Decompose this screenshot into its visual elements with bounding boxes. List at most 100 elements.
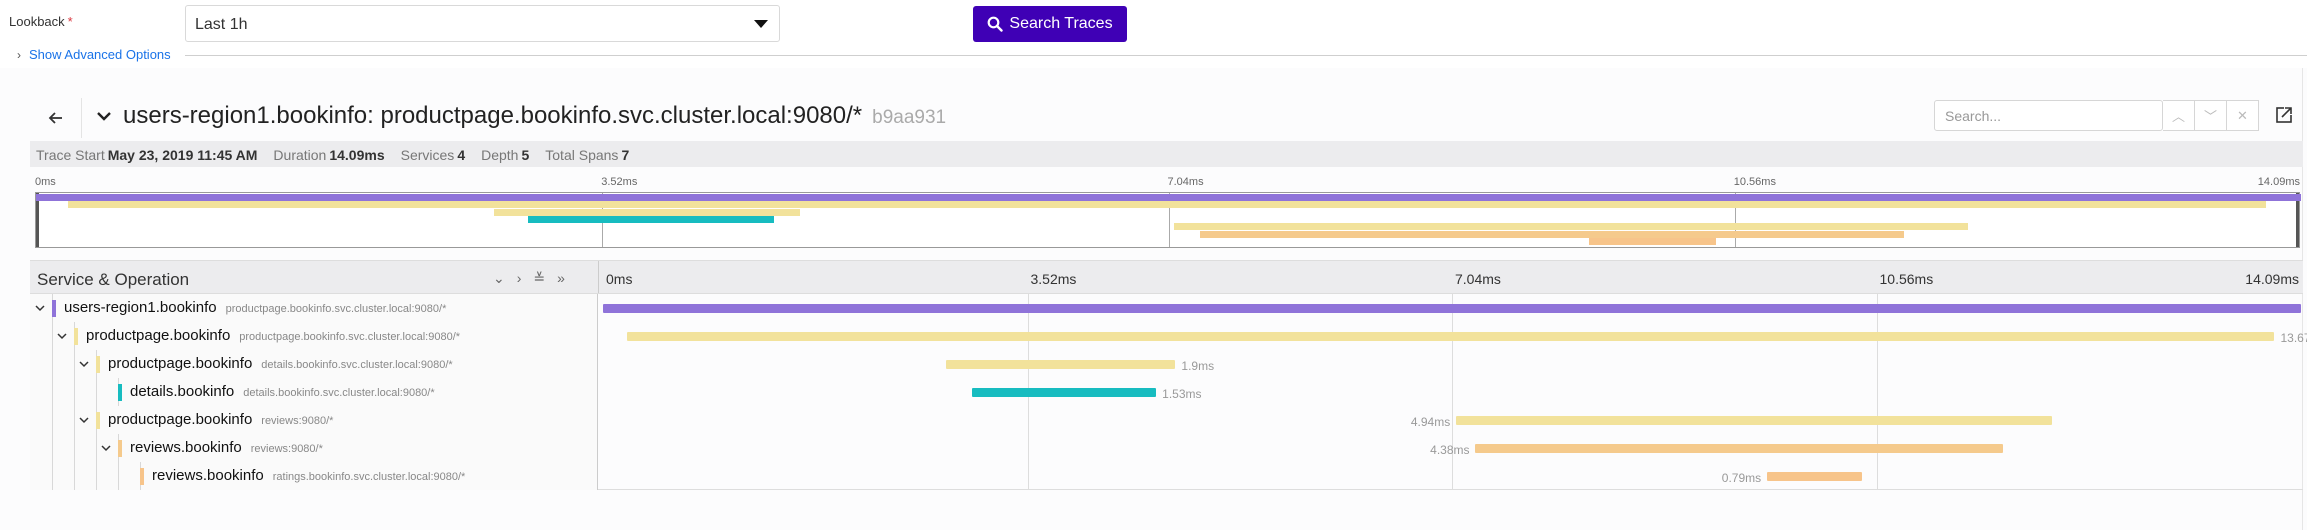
span-row[interactable]: productpage.bookinfo details.bookinfo.svc… bbox=[30, 350, 2303, 378]
required-mark: * bbox=[67, 14, 73, 29]
minimap-handle-left[interactable] bbox=[36, 193, 39, 247]
advanced-options-label: Show Advanced Options bbox=[29, 47, 171, 62]
span-duration-bar[interactable] bbox=[627, 332, 2275, 341]
chevron-down-icon[interactable]: ﹀ bbox=[2195, 100, 2227, 131]
service-operation-header: Service & Operation bbox=[37, 270, 190, 289]
service-label: details.bookinfo bbox=[130, 383, 235, 400]
column-resizer[interactable] bbox=[598, 261, 599, 293]
minimap-span-bar bbox=[1199, 230, 1904, 238]
span-name-cell[interactable]: details.bookinfo details.bookinfo.svc.clu… bbox=[30, 378, 598, 406]
minimap-tick-label: 0ms bbox=[35, 176, 56, 188]
span-rows: users-region1.bookinfo productpage.bookin… bbox=[30, 294, 2307, 490]
close-icon[interactable]: ✕ bbox=[2227, 100, 2259, 131]
trace-meta-bar: Trace Start May 23, 2019 11:45 AM Duratio… bbox=[30, 141, 2303, 167]
service-label: reviews.bookinfo bbox=[152, 467, 264, 484]
span-service-name[interactable]: details.bookinfo details.bookinfo.svc.clu… bbox=[130, 383, 435, 400]
span-row[interactable]: reviews.bookinfo reviews:9080/* 4.38ms bbox=[30, 434, 2303, 462]
collapse-all-icon[interactable]: ≚ bbox=[533, 270, 546, 286]
span-service-name[interactable]: users-region1.bookinfo productpage.bookin… bbox=[64, 299, 446, 316]
span-row[interactable]: users-region1.bookinfo productpage.bookin… bbox=[30, 294, 2303, 322]
lookback-label: Lookback * bbox=[9, 14, 73, 29]
span-name-cell[interactable]: reviews.bookinfo reviews:9080/* bbox=[30, 434, 598, 462]
minimap-span-bar bbox=[494, 208, 800, 216]
span-row[interactable]: productpage.bookinfo productpage.bookinfo… bbox=[30, 322, 2307, 350]
minimap-span-bar bbox=[36, 194, 2301, 201]
chevron-down-icon[interactable] bbox=[56, 330, 68, 342]
indent-guide bbox=[74, 462, 75, 490]
indent-guide bbox=[96, 434, 97, 462]
span-name-cell[interactable]: productpage.bookinfo details.bookinfo.svc… bbox=[30, 350, 598, 378]
span-duration-label: 13.67ms bbox=[2280, 331, 2307, 345]
service-color-marker bbox=[118, 384, 122, 401]
trace-title-row: users-region1.bookinfo: productpage.book… bbox=[95, 102, 946, 130]
indent-guide bbox=[74, 434, 75, 462]
minimap-span-bar bbox=[1588, 238, 1716, 246]
minimap-handle-right[interactable] bbox=[2296, 193, 2299, 247]
show-advanced-options-link[interactable]: › Show Advanced Options bbox=[17, 47, 171, 62]
panel-border bbox=[2302, 68, 2303, 530]
chevron-down-icon[interactable] bbox=[100, 442, 112, 454]
chevron-down-icon[interactable] bbox=[34, 302, 46, 314]
indent-guide bbox=[74, 406, 75, 434]
expand-all-icon[interactable]: » bbox=[557, 270, 565, 286]
span-service-name[interactable]: reviews.bookinfo reviews:9080/* bbox=[130, 439, 323, 456]
trace-depth: Depth 5 bbox=[481, 147, 530, 163]
service-color-marker bbox=[118, 440, 122, 457]
indent-guide bbox=[52, 378, 53, 406]
timeline-tick-label: 0ms bbox=[606, 271, 633, 287]
span-duration-bar[interactable] bbox=[1767, 472, 1863, 481]
trace-duration: Duration 14.09ms bbox=[273, 147, 385, 163]
span-duration-bar[interactable] bbox=[1475, 444, 2004, 453]
chevron-down-icon[interactable] bbox=[78, 358, 90, 370]
chevron-up-icon[interactable]: ︿ bbox=[2163, 100, 2195, 131]
minimap-canvas[interactable] bbox=[35, 192, 2301, 248]
span-service-name[interactable]: reviews.bookinfo ratings.bookinfo.svc.clu… bbox=[152, 467, 465, 484]
span-service-name[interactable]: productpage.bookinfo details.bookinfo.svc… bbox=[108, 355, 453, 372]
minimap-tick-label: 7.04ms bbox=[1167, 176, 1204, 188]
service-color-marker bbox=[140, 468, 144, 485]
trace-search-input[interactable]: Search... bbox=[1934, 100, 2163, 131]
timeline-tick-label: 7.04ms bbox=[1455, 271, 1501, 287]
span-row[interactable]: reviews.bookinfo ratings.bookinfo.svc.clu… bbox=[30, 462, 2303, 490]
operation-label: details.bookinfo.svc.cluster.local:9080/… bbox=[243, 387, 435, 399]
span-duration-bar[interactable] bbox=[946, 360, 1176, 369]
indent-guide bbox=[96, 462, 97, 490]
chevron-down-icon[interactable] bbox=[78, 414, 90, 426]
service-label: productpage.bookinfo bbox=[86, 327, 231, 344]
indent-guide bbox=[52, 462, 53, 490]
chevron-down-icon[interactable] bbox=[95, 107, 113, 125]
span-name-cell[interactable]: productpage.bookinfo productpage.bookinfo… bbox=[30, 322, 598, 350]
indent-guide bbox=[52, 434, 53, 462]
span-row[interactable]: productpage.bookinfo reviews:9080/* 4.94ms bbox=[30, 406, 2303, 434]
service-color-marker bbox=[52, 300, 56, 317]
span-duration-label: 4.94ms bbox=[1410, 415, 1451, 429]
back-button[interactable] bbox=[30, 98, 82, 138]
span-duration-label: 4.38ms bbox=[1430, 443, 1470, 457]
collapse-one-icon[interactable]: ⌄ bbox=[493, 270, 505, 286]
lookback-value: Last 1h bbox=[195, 16, 248, 33]
trace-total-spans: Total Spans 7 bbox=[545, 147, 630, 163]
operation-label: details.bookinfo.svc.cluster.local:9080/… bbox=[261, 359, 453, 371]
span-duration-bar[interactable] bbox=[1456, 416, 2052, 425]
search-nav-buttons: ︿ ﹀ ✕ bbox=[2163, 100, 2259, 131]
span-row[interactable]: details.bookinfo details.bookinfo.svc.clu… bbox=[30, 378, 2303, 406]
span-duration-bar[interactable] bbox=[603, 304, 2301, 313]
timeline-grid-line bbox=[1876, 294, 1878, 490]
trace-minimap[interactable]: 0ms 3.52ms 7.04ms 10.56ms 14.09ms bbox=[35, 176, 2301, 316]
lookback-select[interactable]: Last 1h bbox=[185, 5, 780, 42]
span-name-cell[interactable]: reviews.bookinfo ratings.bookinfo.svc.clu… bbox=[30, 462, 598, 490]
open-external-icon[interactable] bbox=[2274, 105, 2294, 125]
span-duration-bar[interactable] bbox=[971, 388, 1157, 397]
service-color-marker bbox=[96, 412, 100, 429]
minimap-span-bar bbox=[68, 201, 2266, 209]
operation-label: productpage.bookinfo.svc.cluster.local:9… bbox=[239, 331, 461, 343]
search-traces-button[interactable]: Search Traces bbox=[973, 6, 1127, 42]
span-name-cell[interactable]: users-region1.bookinfo productpage.bookin… bbox=[30, 294, 598, 322]
span-name-cell[interactable]: productpage.bookinfo reviews:9080/* bbox=[30, 406, 598, 434]
span-service-name[interactable]: productpage.bookinfo reviews:9080/* bbox=[108, 411, 333, 428]
span-service-name[interactable]: productpage.bookinfo productpage.bookinfo… bbox=[86, 327, 460, 344]
indent-guide bbox=[52, 322, 53, 350]
expand-one-icon[interactable]: › bbox=[516, 270, 522, 286]
operation-label: productpage.bookinfo.svc.cluster.local:9… bbox=[225, 303, 447, 315]
span-table-header: Service & Operation ⌄ › ≚ » 0ms 3.52ms 7.0… bbox=[30, 260, 2303, 294]
